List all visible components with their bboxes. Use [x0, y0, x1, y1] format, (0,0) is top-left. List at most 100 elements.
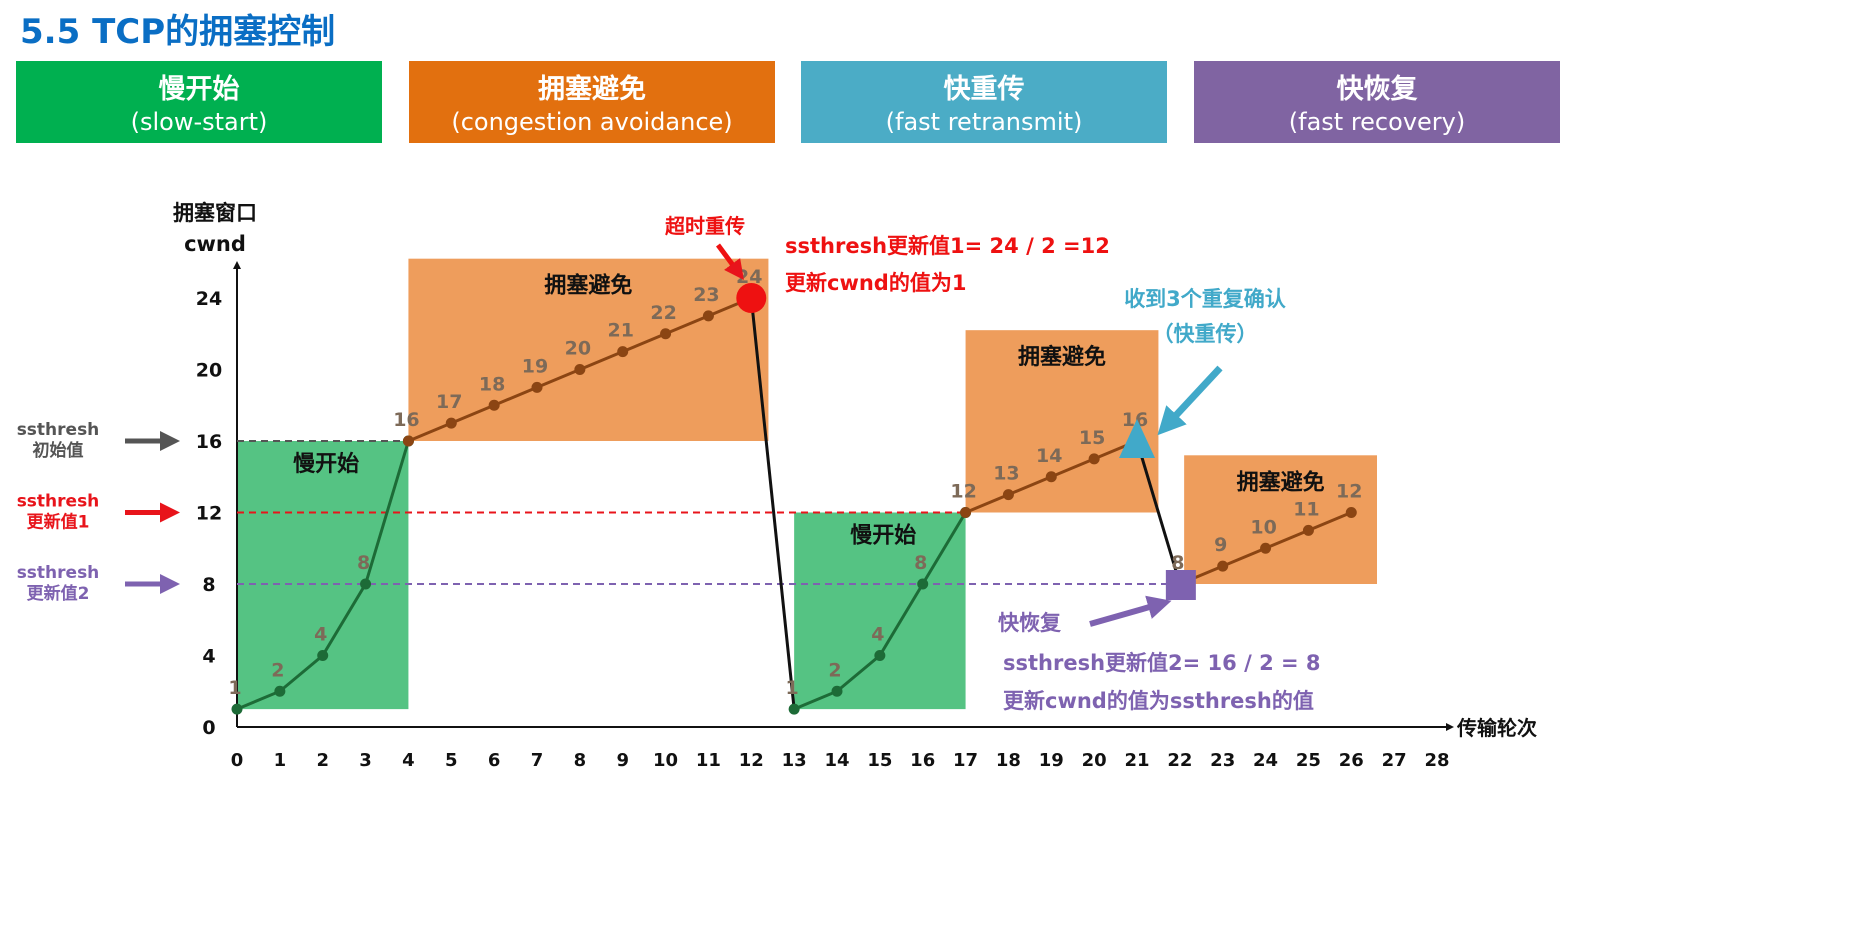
data-label: 2 [828, 659, 841, 681]
phase-region-label: 拥塞避免 [544, 273, 632, 299]
x-tick-label: 17 [953, 750, 978, 771]
data-point [1260, 542, 1272, 554]
data-point [874, 650, 886, 661]
fast-recovery-note: 更新cwnd的值为ssthresh的值 [1003, 689, 1314, 713]
x-tick-label: 21 [1124, 750, 1149, 771]
phase-region [965, 330, 1159, 513]
phase-region [1184, 455, 1377, 584]
data-label: 1 [786, 677, 799, 699]
data-point [317, 650, 329, 661]
fast-recovery-arrow-icon [1089, 595, 1172, 627]
x-tick-label: 24 [1253, 750, 1278, 771]
data-point [445, 417, 457, 429]
x-tick-label: 16 [910, 750, 935, 771]
ssthresh-label: 更新值1 [27, 512, 90, 533]
y-axis-label: 拥塞窗口 [173, 201, 257, 225]
data-point [531, 381, 543, 393]
ssthresh-label: ssthresh [17, 492, 100, 512]
x-tick-label: 6 [488, 750, 501, 771]
banner-label: 拥塞避免 [538, 74, 646, 105]
data-point [1302, 524, 1314, 536]
banner-slow-start: 慢开始 (slow-start) [16, 61, 382, 143]
banner-fast-recovery: 快恢复 (fast recovery) [1194, 61, 1560, 143]
banner-sublabel: (congestion avoidance) [451, 108, 733, 136]
data-point [231, 703, 243, 715]
x-tick-label: 13 [782, 750, 807, 771]
y-tick-label: 24 [196, 288, 222, 310]
phase-region [408, 258, 769, 441]
fast-retransmit-marker [1119, 419, 1155, 458]
cwnd-line-segment [749, 297, 796, 710]
ssthresh-label: ssthresh [17, 563, 100, 583]
fast-retransmit-label: 收到3个重复确认 [1124, 287, 1286, 311]
data-label: 4 [314, 624, 327, 646]
data-label: 4 [871, 624, 884, 646]
fast-retransmit-label: （快重传） [1153, 322, 1258, 346]
data-label: 19 [522, 355, 548, 377]
data-label: 10 [1250, 516, 1276, 538]
timeout-note: ssthresh更新值1= 24 / 2 =12 [785, 234, 1110, 258]
data-point [917, 578, 929, 590]
ssthresh-label: ssthresh [17, 420, 100, 440]
x-tick-label: 14 [824, 750, 849, 771]
x-tick-label: 2 [316, 750, 329, 771]
fast-recovery-label: 快恢复 [998, 611, 1062, 635]
data-label: 12 [950, 481, 976, 503]
data-label: 12 [1336, 481, 1362, 503]
banner-label: 慢开始 [158, 74, 240, 105]
data-label: 23 [693, 284, 719, 306]
data-point [274, 685, 286, 697]
fast-retransmit-arrow-icon [1157, 365, 1223, 436]
x-tick-label: 19 [1039, 750, 1064, 771]
data-label: 9 [1214, 534, 1227, 556]
data-point [360, 578, 372, 590]
data-point [1345, 507, 1357, 518]
data-point [1002, 489, 1014, 501]
data-point [788, 703, 800, 715]
x-tick-label: 3 [359, 750, 372, 771]
phase-region-label: 拥塞避免 [1018, 344, 1106, 370]
cwnd-line-segment [1135, 440, 1182, 585]
timeout-marker [736, 283, 767, 313]
x-tick-label: 23 [1210, 750, 1235, 771]
data-label: 8 [1171, 552, 1184, 574]
data-label: 8 [357, 552, 370, 574]
x-tick-label: 12 [739, 750, 764, 771]
data-label: 20 [565, 338, 591, 360]
data-label: 1 [228, 677, 241, 699]
x-tick-label: 15 [867, 750, 892, 771]
y-tick-label: 8 [202, 574, 215, 596]
x-tick-label: 0 [231, 750, 244, 771]
phase-region-label: 拥塞避免 [1237, 469, 1325, 495]
x-tick-label: 7 [531, 750, 544, 771]
data-label: 11 [1293, 498, 1319, 520]
data-label: 13 [993, 463, 1019, 485]
banner-congestion-avoidance: 拥塞避免 (congestion avoidance) [409, 61, 775, 143]
data-label: 16 [393, 409, 419, 431]
banner-sublabel: (fast retransmit) [885, 108, 1083, 136]
x-tick-label: 25 [1296, 750, 1321, 771]
x-tick-label: 5 [445, 750, 458, 771]
data-label: 14 [1036, 445, 1062, 467]
x-tick-label: 28 [1424, 750, 1449, 771]
data-point [660, 328, 672, 340]
x-tick-label: 22 [1167, 750, 1192, 771]
data-point [1045, 471, 1057, 483]
ssthresh-label: 初始值 [33, 440, 84, 461]
x-tick-label: 26 [1339, 750, 1364, 771]
timeout-arrow-icon [715, 243, 744, 281]
phase-region-label: 慢开始 [850, 523, 916, 549]
data-point [488, 399, 500, 411]
fast-recovery-note: ssthresh更新值2= 16 / 2 = 8 [1003, 651, 1321, 675]
data-point [1088, 453, 1100, 465]
banner-label: 快重传 [943, 74, 1025, 105]
banner-sublabel: (fast recovery) [1288, 108, 1466, 136]
data-label: 17 [436, 391, 462, 413]
y-tick-label: 0 [202, 717, 215, 739]
x-tick-label: 20 [1082, 750, 1107, 771]
fast-recovery-marker [1165, 570, 1196, 600]
data-label: 22 [650, 302, 676, 324]
x-tick-label: 4 [402, 750, 415, 771]
